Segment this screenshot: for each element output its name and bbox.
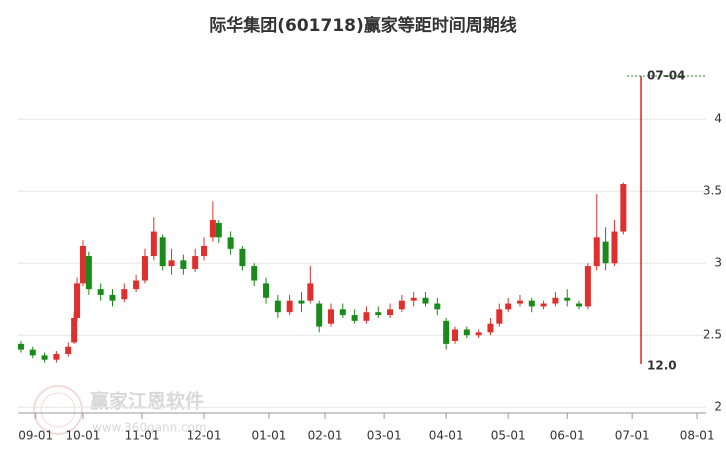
candle-body bbox=[463, 329, 470, 336]
y-tick-label: 3.5 bbox=[703, 184, 722, 198]
x-tick-label: 11-01 bbox=[125, 429, 160, 443]
candle-body bbox=[180, 260, 187, 269]
candle-body bbox=[387, 309, 394, 316]
candle-body bbox=[53, 353, 60, 360]
candle-body bbox=[452, 329, 459, 341]
candle-body bbox=[286, 300, 293, 313]
candle-body bbox=[564, 297, 571, 301]
candle-body bbox=[620, 184, 627, 232]
y-tick-label: 2 bbox=[714, 400, 722, 414]
x-tick-label: 02-01 bbox=[308, 429, 343, 443]
candle-body bbox=[29, 349, 36, 356]
candle-body bbox=[611, 231, 618, 264]
x-tick-label: 04-01 bbox=[429, 429, 464, 443]
candle-body bbox=[505, 303, 512, 310]
candle-body bbox=[263, 283, 270, 298]
y-tick-label: 3 bbox=[714, 256, 722, 270]
candle-body bbox=[201, 245, 208, 257]
candle-body bbox=[422, 297, 429, 304]
candle-body bbox=[239, 248, 246, 267]
watermark-logo bbox=[33, 385, 83, 435]
candle-body bbox=[141, 256, 148, 281]
candle-body bbox=[339, 309, 346, 316]
candle-body bbox=[71, 317, 78, 343]
candle-body bbox=[593, 237, 600, 267]
candle-body bbox=[602, 241, 609, 264]
candle-body bbox=[215, 222, 222, 238]
watermark: 赢家江恩软件 bbox=[90, 390, 204, 413]
candle-body bbox=[327, 309, 334, 324]
candle-body bbox=[274, 300, 281, 313]
x-tick-label: 03-01 bbox=[367, 429, 402, 443]
chart-title: 际华集团(601718)赢家等距时间周期线 bbox=[209, 15, 517, 36]
candle-body bbox=[552, 297, 559, 304]
candle-body bbox=[121, 289, 128, 300]
candle-body bbox=[375, 312, 382, 316]
candle-body bbox=[443, 320, 450, 344]
candle-body bbox=[316, 303, 323, 327]
x-tick-label: 05-01 bbox=[491, 429, 526, 443]
candle-body bbox=[516, 300, 523, 304]
marker-top-label: 07-04 bbox=[647, 69, 685, 83]
candle-body bbox=[85, 256, 92, 290]
candle-body bbox=[487, 323, 494, 333]
candle-body bbox=[298, 300, 305, 304]
x-tick-label: 07-01 bbox=[615, 429, 650, 443]
candle-body bbox=[475, 332, 482, 336]
candle-body bbox=[398, 300, 405, 310]
candle-body bbox=[41, 355, 48, 360]
x-tick-label: 09-01 bbox=[18, 429, 53, 443]
x-tick-label: 10-01 bbox=[66, 429, 101, 443]
candle-body bbox=[584, 266, 591, 307]
x-tick-label: 06-01 bbox=[550, 429, 585, 443]
y-tick-label: 2.5 bbox=[703, 328, 722, 342]
candle-body bbox=[496, 309, 503, 324]
candle-body bbox=[363, 312, 370, 321]
y-tick-label: 4 bbox=[714, 112, 722, 126]
candle-body bbox=[159, 237, 166, 267]
candle-body bbox=[576, 303, 583, 307]
candle-body bbox=[168, 260, 175, 267]
candle-body bbox=[109, 294, 116, 301]
candle-body bbox=[192, 256, 199, 269]
candle-body bbox=[74, 283, 81, 318]
candle-body bbox=[528, 300, 535, 307]
candle-body bbox=[227, 237, 234, 249]
x-tick-label: 08-01 bbox=[680, 429, 715, 443]
candle-body bbox=[79, 245, 86, 284]
x-tick-label: 01-01 bbox=[252, 429, 287, 443]
marker-bottom-label: 12.0 bbox=[647, 359, 677, 373]
candle-body bbox=[251, 266, 258, 281]
candle-body bbox=[410, 297, 417, 301]
candle-body bbox=[209, 220, 216, 238]
candle-body bbox=[150, 231, 157, 257]
watermark-url: www.360gann.com bbox=[92, 421, 207, 435]
candle-body bbox=[133, 280, 140, 290]
candle-body bbox=[97, 289, 104, 295]
candle-body bbox=[17, 343, 24, 350]
candle-body bbox=[65, 346, 72, 354]
candle-body bbox=[307, 283, 314, 301]
candle-body bbox=[351, 315, 358, 321]
candle-body bbox=[434, 303, 441, 310]
x-tick-label: 12-01 bbox=[187, 429, 222, 443]
candle-body bbox=[540, 303, 547, 307]
